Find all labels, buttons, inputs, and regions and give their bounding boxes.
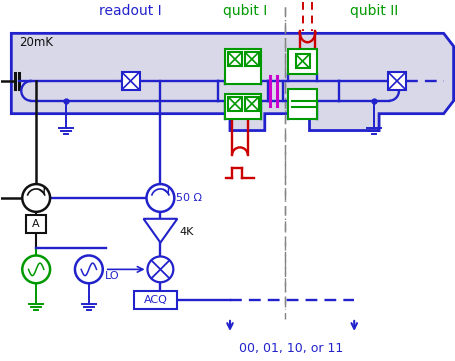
Bar xyxy=(121,72,139,90)
Circle shape xyxy=(75,256,102,283)
Text: readout I: readout I xyxy=(99,4,162,18)
Bar xyxy=(295,54,309,68)
Text: 50 Ω: 50 Ω xyxy=(176,193,202,203)
Text: 00, 01, 10, or 11: 00, 01, 10, or 11 xyxy=(239,342,343,355)
Bar xyxy=(228,97,242,111)
Circle shape xyxy=(146,184,174,212)
Bar xyxy=(26,215,46,233)
Bar xyxy=(287,49,317,74)
Bar xyxy=(228,52,242,66)
Text: LO: LO xyxy=(105,271,119,281)
Bar xyxy=(224,49,260,84)
Text: 20mK: 20mK xyxy=(19,36,53,49)
Bar xyxy=(244,97,258,111)
Text: A: A xyxy=(32,219,40,229)
Polygon shape xyxy=(11,33,453,131)
Bar xyxy=(387,72,405,90)
Circle shape xyxy=(22,256,50,283)
Circle shape xyxy=(147,256,173,282)
Bar xyxy=(287,89,317,119)
Bar xyxy=(224,94,260,119)
Bar xyxy=(133,291,177,309)
Text: qubit II: qubit II xyxy=(349,4,397,18)
Text: ACQ: ACQ xyxy=(143,295,167,305)
Text: 4K: 4K xyxy=(179,227,193,237)
Circle shape xyxy=(22,184,50,212)
Text: qubit I: qubit I xyxy=(222,4,267,18)
Polygon shape xyxy=(143,219,177,243)
Bar xyxy=(244,52,258,66)
